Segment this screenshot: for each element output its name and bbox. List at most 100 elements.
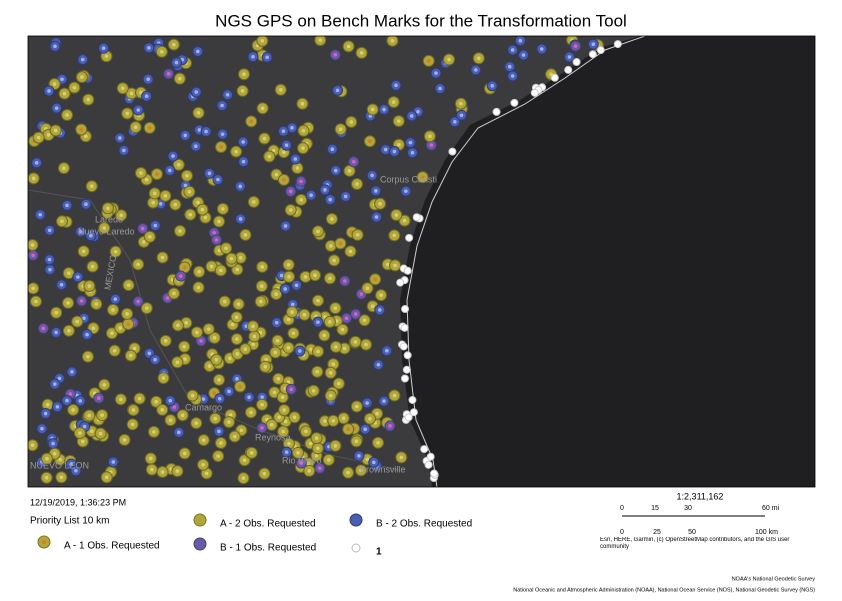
site-marker-center xyxy=(94,302,99,306)
site-marker-center xyxy=(200,207,205,212)
site-markers xyxy=(28,36,622,485)
site-marker-center xyxy=(182,265,187,270)
site-marker-center xyxy=(70,370,74,374)
site-marker-center xyxy=(328,276,332,281)
site-marker-center xyxy=(183,183,188,188)
site-marker-center xyxy=(378,201,382,206)
site-marker xyxy=(596,46,605,55)
site-marker-center xyxy=(90,429,94,434)
site-marker xyxy=(430,469,439,478)
scale-label: 25 xyxy=(653,529,661,536)
site-marker-center xyxy=(394,213,399,217)
site-marker-center xyxy=(365,286,370,291)
site-marker-center xyxy=(328,320,332,324)
site-marker-center xyxy=(329,244,333,248)
site-marker-center xyxy=(153,223,158,228)
site-marker-center xyxy=(144,94,149,99)
site-marker-center xyxy=(370,304,375,309)
legend-label: B - 2 Obs. Requested xyxy=(376,519,472,530)
site-marker-center xyxy=(260,106,265,111)
site-marker-center xyxy=(343,279,347,283)
site-marker-center xyxy=(148,235,152,239)
site-marker-center xyxy=(309,193,313,198)
site-marker-center xyxy=(222,299,227,304)
site-marker-center xyxy=(62,91,67,96)
site-marker-center xyxy=(65,398,69,403)
site-marker-center xyxy=(359,292,364,296)
site-marker-center xyxy=(313,273,317,278)
site-marker-center xyxy=(429,143,434,147)
scale-ratio: 1:2,311,162 xyxy=(677,491,724,501)
site-marker-center xyxy=(379,293,383,297)
place-label: Rio Bravo xyxy=(282,455,322,465)
site-marker-center xyxy=(262,136,267,141)
site-marker-center xyxy=(201,463,205,467)
site-marker-center xyxy=(286,346,291,350)
site-marker-center xyxy=(252,334,257,339)
site-marker-center xyxy=(212,336,217,340)
site-marker-center xyxy=(284,143,289,147)
attribution: Esri, HERE, Garmin, (c) OpenStreetMap co… xyxy=(600,537,790,550)
site-marker-center xyxy=(416,109,420,114)
site-marker-center xyxy=(173,202,178,207)
site-marker-center xyxy=(52,451,57,456)
site-marker-center xyxy=(48,267,52,272)
site-marker-center xyxy=(355,404,359,409)
site-marker-center xyxy=(125,312,129,316)
site-marker-center xyxy=(188,212,193,217)
site-marker-center xyxy=(147,126,152,130)
site-marker-center xyxy=(137,396,142,401)
site-marker-center xyxy=(277,415,282,419)
site-marker-center xyxy=(334,345,338,349)
site-marker-center xyxy=(54,106,59,110)
site-marker-center xyxy=(118,326,123,330)
site-marker-center xyxy=(282,408,287,412)
site-marker-center xyxy=(146,77,150,82)
legend-swatch xyxy=(193,537,207,551)
site-marker-center xyxy=(195,330,199,335)
site-marker-center xyxy=(81,249,86,254)
site-marker-center xyxy=(289,387,294,392)
site-marker-center xyxy=(214,357,219,362)
site-marker-center xyxy=(45,402,50,407)
site-marker-center xyxy=(238,384,242,389)
site-marker-center xyxy=(151,200,155,205)
site-marker-center xyxy=(76,275,80,279)
site-marker-center xyxy=(176,162,181,167)
site-marker-center xyxy=(126,283,131,287)
site-marker-center xyxy=(259,299,263,304)
site-marker-center xyxy=(316,349,320,354)
site-marker-center xyxy=(459,101,463,106)
site-marker-center xyxy=(331,362,336,366)
site-marker-center xyxy=(79,299,84,303)
site-marker-center xyxy=(51,441,55,446)
site-marker-center xyxy=(394,83,398,88)
site-marker-center xyxy=(213,416,218,421)
site-marker-center xyxy=(104,475,109,480)
site-marker-center xyxy=(298,349,302,353)
site-marker-center xyxy=(251,54,255,59)
site-marker-center xyxy=(183,133,188,138)
site-marker-center xyxy=(331,419,336,423)
map-frame: Laredo Nuevo Laredo Corpus Christi Camar… xyxy=(28,36,815,487)
site-marker-center xyxy=(154,399,159,404)
site-marker-center xyxy=(182,344,187,349)
site-marker-center xyxy=(118,136,122,140)
site-marker-center xyxy=(172,405,177,409)
site-marker-center xyxy=(477,56,481,61)
site-marker-center xyxy=(112,348,117,353)
site-marker-center xyxy=(276,377,281,381)
site-marker-center xyxy=(296,451,300,455)
site-marker-center xyxy=(260,402,264,407)
site-marker xyxy=(403,351,412,360)
scale-label: 0 xyxy=(620,505,624,512)
site-marker-center xyxy=(354,439,359,444)
site-marker-center xyxy=(365,457,370,462)
site-marker-center xyxy=(122,148,126,153)
site-marker-center xyxy=(203,215,208,220)
site-marker-center xyxy=(47,257,52,262)
site-marker-center xyxy=(119,213,123,218)
site-marker-center xyxy=(317,466,322,470)
site-marker-center xyxy=(236,302,241,306)
site-marker-center xyxy=(392,233,397,238)
